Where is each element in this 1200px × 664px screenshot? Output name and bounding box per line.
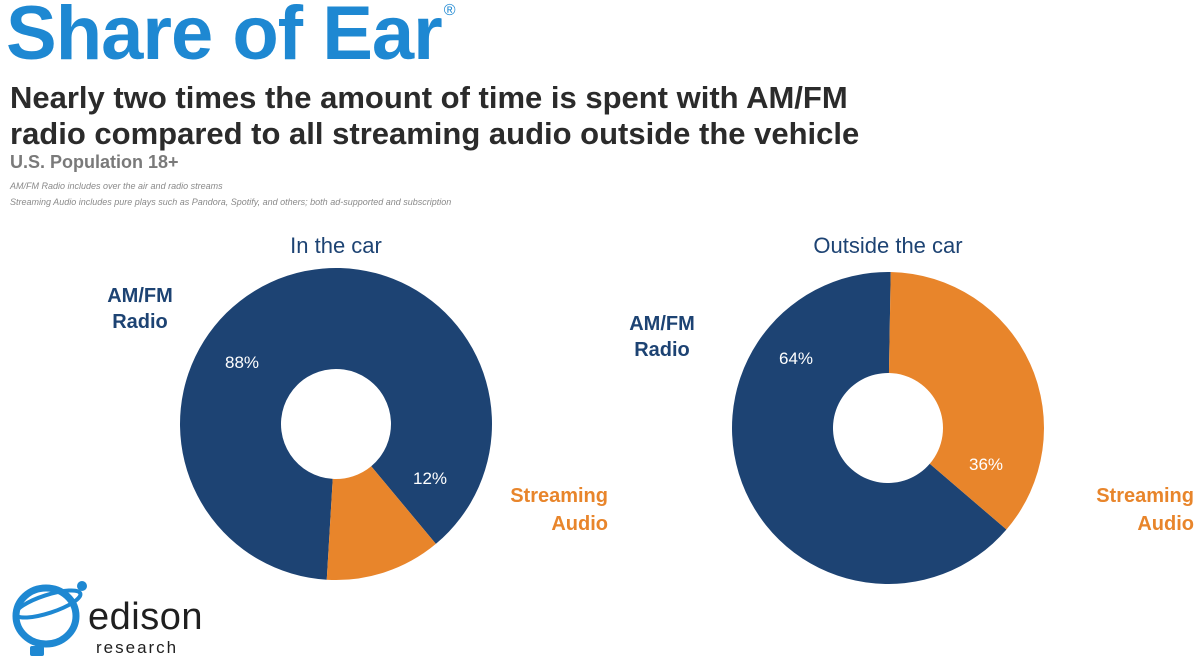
brand-title-text: Share of Ear (6, 0, 443, 76)
brand-title: Share of Ear ® (6, 0, 456, 76)
amfm-percent-label: 64% (779, 349, 813, 368)
streaming-category-label: Streaming (510, 485, 608, 507)
amfm-category-label: Radio (634, 339, 690, 361)
amfm-slice (731, 272, 1007, 584)
streaming-slice (888, 272, 1044, 530)
chart-title: In the car (290, 233, 382, 258)
subheading: U.S. Population 18+ (10, 152, 179, 172)
amfm-category-label: Radio (112, 311, 168, 333)
amfm-percent-label: 88% (225, 353, 259, 372)
note-amfm-definition: AM/FM Radio includes over the air and ra… (10, 181, 223, 191)
logo-subtext: research (96, 638, 179, 657)
headline-line-2: radio compared to all streaming audio ou… (10, 116, 860, 151)
logo-wordmark: edison (88, 596, 203, 638)
streaming-category-label: Audio (551, 513, 608, 535)
streaming-percent-label: 12% (413, 469, 447, 488)
edison-globe-icon (12, 581, 87, 656)
chart-title: Outside the car (813, 233, 962, 258)
amfm-slice (180, 268, 493, 580)
note-streaming-definition: Streaming Audio includes pure plays such… (10, 197, 452, 207)
amfm-category-label: AM/FM (629, 313, 695, 335)
headline-line-1: Nearly two times the amount of time is s… (10, 80, 848, 115)
amfm-category-label: AM/FM (107, 285, 173, 307)
streaming-slice (326, 466, 436, 580)
streaming-percent-label: 36% (969, 455, 1003, 474)
streaming-category-label: Streaming (1096, 485, 1194, 507)
registered-mark: ® (443, 2, 456, 19)
headline: Nearly two times the amount of time is s… (10, 80, 910, 152)
edison-logo: edison research (8, 574, 218, 664)
streaming-category-label: Audio (1137, 513, 1194, 535)
